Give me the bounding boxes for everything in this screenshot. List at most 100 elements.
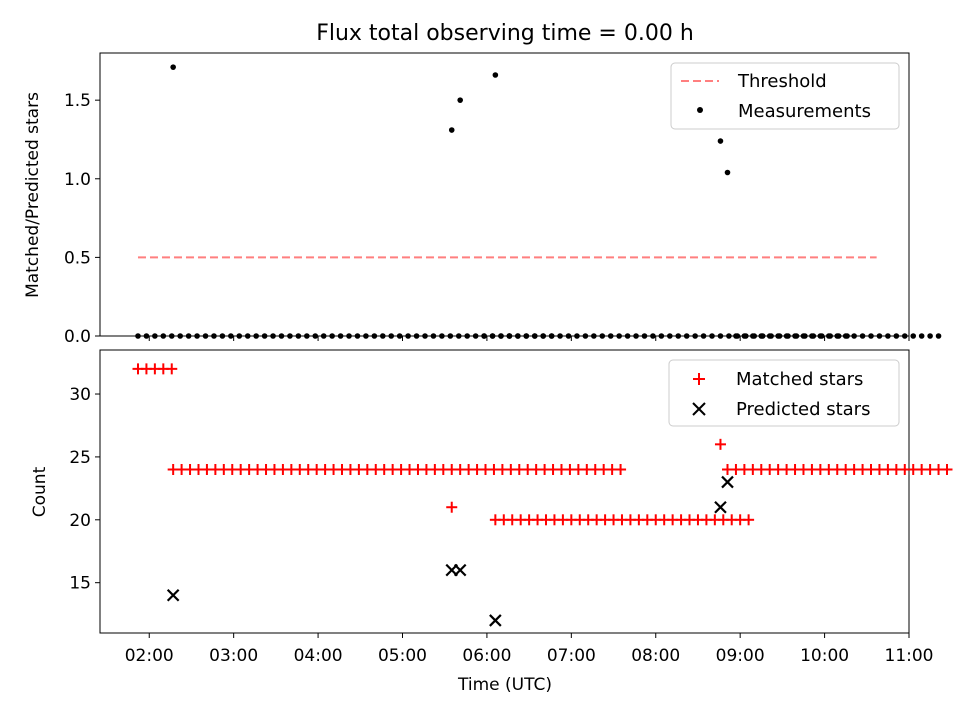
measurement-point <box>346 333 352 339</box>
measurement-point <box>885 333 891 339</box>
measurement-point <box>253 333 259 339</box>
matched-star-point <box>166 363 178 375</box>
measurement-point <box>809 333 815 339</box>
bottom-plot-frame <box>99 349 910 634</box>
measurement-point <box>724 169 731 176</box>
measurement-point <box>448 127 455 133</box>
matched-star-point <box>743 514 755 526</box>
chart-title: Flux total observing time = 0.00 h <box>316 21 694 46</box>
measurement-point <box>236 333 243 339</box>
measurement-point <box>388 333 395 339</box>
measurement-point <box>574 333 580 339</box>
measurement-point <box>177 333 183 339</box>
x-tick-label: 10:00 <box>800 646 849 666</box>
measurement-point <box>329 333 335 339</box>
x-axis-label: Time (UTC) <box>457 675 552 695</box>
measurement-point <box>202 333 209 339</box>
measurement-point <box>211 333 217 339</box>
top-y-tick-label: 0.5 <box>64 248 91 268</box>
measurement-point <box>498 333 504 339</box>
top-legend: Threshold Measurements <box>670 62 900 130</box>
measurement-point <box>548 333 555 339</box>
top-y-tick-label: 1.0 <box>64 170 91 190</box>
measurement-point <box>726 333 732 339</box>
measurement-point <box>405 333 411 339</box>
measurement-point <box>430 333 437 339</box>
measurement-point <box>650 333 656 339</box>
bottom-y-tick-label: 15 <box>69 574 91 594</box>
top-y-tick-label: 0.0 <box>64 327 91 347</box>
measurement-point <box>413 333 420 339</box>
x-tick-label: 02:00 <box>125 646 174 666</box>
measurement-point <box>792 333 798 339</box>
x-tick-label: 11:00 <box>885 646 934 666</box>
matched-star-point <box>714 438 726 450</box>
measurement-point <box>851 333 857 339</box>
measurement-point <box>457 97 463 103</box>
measurement-point <box>270 333 276 339</box>
x-tick-label: 07:00 <box>547 646 596 666</box>
measurement-point <box>658 333 665 339</box>
legend-matched-swatch <box>693 373 705 385</box>
measurement-point <box>396 333 403 339</box>
measurement-point <box>918 333 925 339</box>
matched-star-point <box>941 463 953 475</box>
top-y-tick-label: 1.5 <box>64 91 91 111</box>
measurement-point <box>422 333 428 339</box>
legend-predicted-swatch <box>692 402 706 416</box>
measurement-point <box>287 333 293 339</box>
measurement-point <box>194 333 200 339</box>
measurement-point <box>455 333 462 339</box>
measurement-point <box>489 333 496 339</box>
measurement-point <box>868 333 874 339</box>
measurement-point <box>910 333 917 339</box>
measurement-point <box>295 333 302 339</box>
measurement-point <box>800 333 807 339</box>
bottom-legend: Matched stars Predicted stars <box>668 359 900 427</box>
top-plot-frame <box>99 52 910 337</box>
measurement-point <box>733 333 739 339</box>
measurement-point <box>363 333 369 339</box>
measurement-point <box>152 333 158 339</box>
x-tick-label: 05:00 <box>378 646 427 666</box>
legend-threshold-label: Threshold <box>737 71 827 92</box>
top-plot: 0.0 0.5 1.0 1.5 <box>64 64 942 347</box>
x-tick-label: 06:00 <box>462 646 511 666</box>
measurement-point <box>717 138 724 144</box>
measurement-point <box>775 333 781 339</box>
bottom-y-tick-label: 20 <box>69 511 91 531</box>
measurement-point <box>624 333 631 339</box>
measurement-point <box>135 333 141 339</box>
measurement-point <box>354 333 361 339</box>
predicted-star-stroke-b <box>489 614 502 627</box>
measurement-point <box>700 333 707 339</box>
measurement-point <box>244 333 251 339</box>
measurement-point <box>709 333 715 339</box>
predicted-star-stroke-b <box>166 588 180 602</box>
measurement-point <box>320 333 327 339</box>
matched-star-point <box>446 501 458 513</box>
predicted-star-point <box>166 588 180 602</box>
legend-measurement-swatch <box>697 107 703 113</box>
measurement-point <box>219 333 226 339</box>
legend-measurements-label: Measurements <box>738 101 871 122</box>
measurement-point <box>675 333 682 339</box>
measurement-point <box>717 333 724 339</box>
measurement-point <box>160 333 167 339</box>
measurement-point <box>540 333 546 339</box>
legend-predicted-label: Predicted stars <box>736 399 870 420</box>
measurement-point <box>278 333 285 339</box>
measurement-point <box>506 333 513 339</box>
measurement-point <box>901 333 908 339</box>
measurement-point <box>591 333 597 339</box>
predicted-star-stroke-b <box>721 475 734 489</box>
measurement-point <box>565 333 572 339</box>
measurement-point <box>817 333 824 339</box>
predicted-star-point <box>489 614 502 627</box>
x-tick-label: 04:00 <box>294 646 343 666</box>
predicted-star-point <box>453 563 467 577</box>
x-tick-label: 08:00 <box>631 646 680 666</box>
measurement-point <box>261 333 268 339</box>
measurement-point <box>531 333 538 339</box>
